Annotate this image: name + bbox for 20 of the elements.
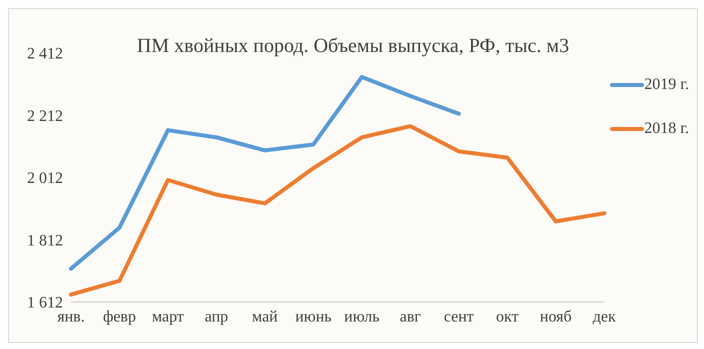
x-tick-label: июль xyxy=(344,308,380,326)
legend-label: 2018 г. xyxy=(644,120,689,138)
y-tick-label: 1 812 xyxy=(27,232,63,250)
y-tick-label: 2 212 xyxy=(27,108,63,125)
chart-title: ПМ хвойных пород. Объемы выпуска, РФ, тыс. м3 xyxy=(136,35,570,57)
x-tick-label: окт xyxy=(496,308,519,326)
x-tick-label: март xyxy=(152,308,184,326)
legend-label: 2019 г. xyxy=(644,76,689,94)
x-tick-label: дек xyxy=(592,308,616,326)
x-tick-label: февр xyxy=(102,308,136,326)
line-series xyxy=(69,124,606,297)
x-tick-label: нояб xyxy=(540,308,572,326)
line-series xyxy=(69,74,461,271)
x-tick-label: май xyxy=(252,308,278,326)
y-tick-label: 2 012 xyxy=(27,170,63,188)
x-tick-label: сент xyxy=(444,308,474,326)
x-tick-label: авг xyxy=(400,308,422,326)
y-tick-label: 2 412 xyxy=(27,46,63,63)
x-tick-label: июнь xyxy=(295,308,332,326)
x-tick-label: апр xyxy=(204,308,228,326)
